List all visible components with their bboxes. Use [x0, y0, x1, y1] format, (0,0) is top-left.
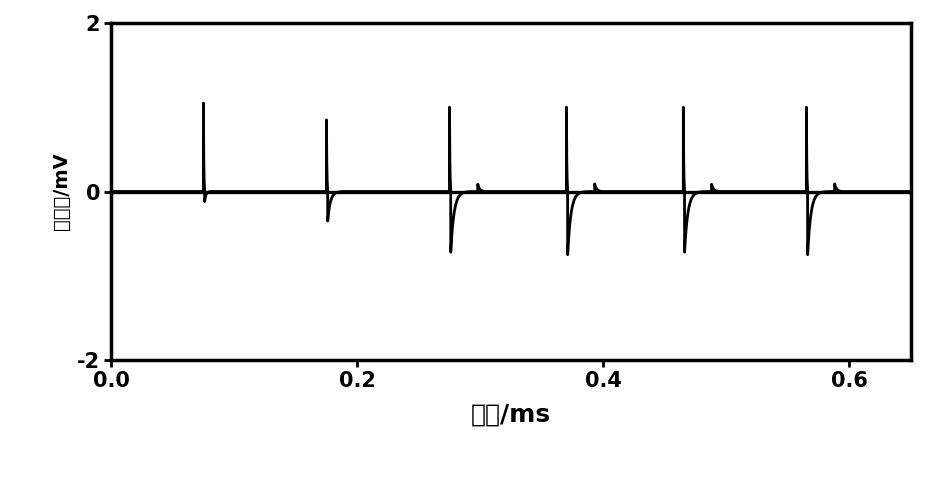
Y-axis label: 号幅値/mV: 号幅値/mV [53, 153, 71, 230]
X-axis label: 时间/ms: 时间/ms [471, 402, 551, 426]
